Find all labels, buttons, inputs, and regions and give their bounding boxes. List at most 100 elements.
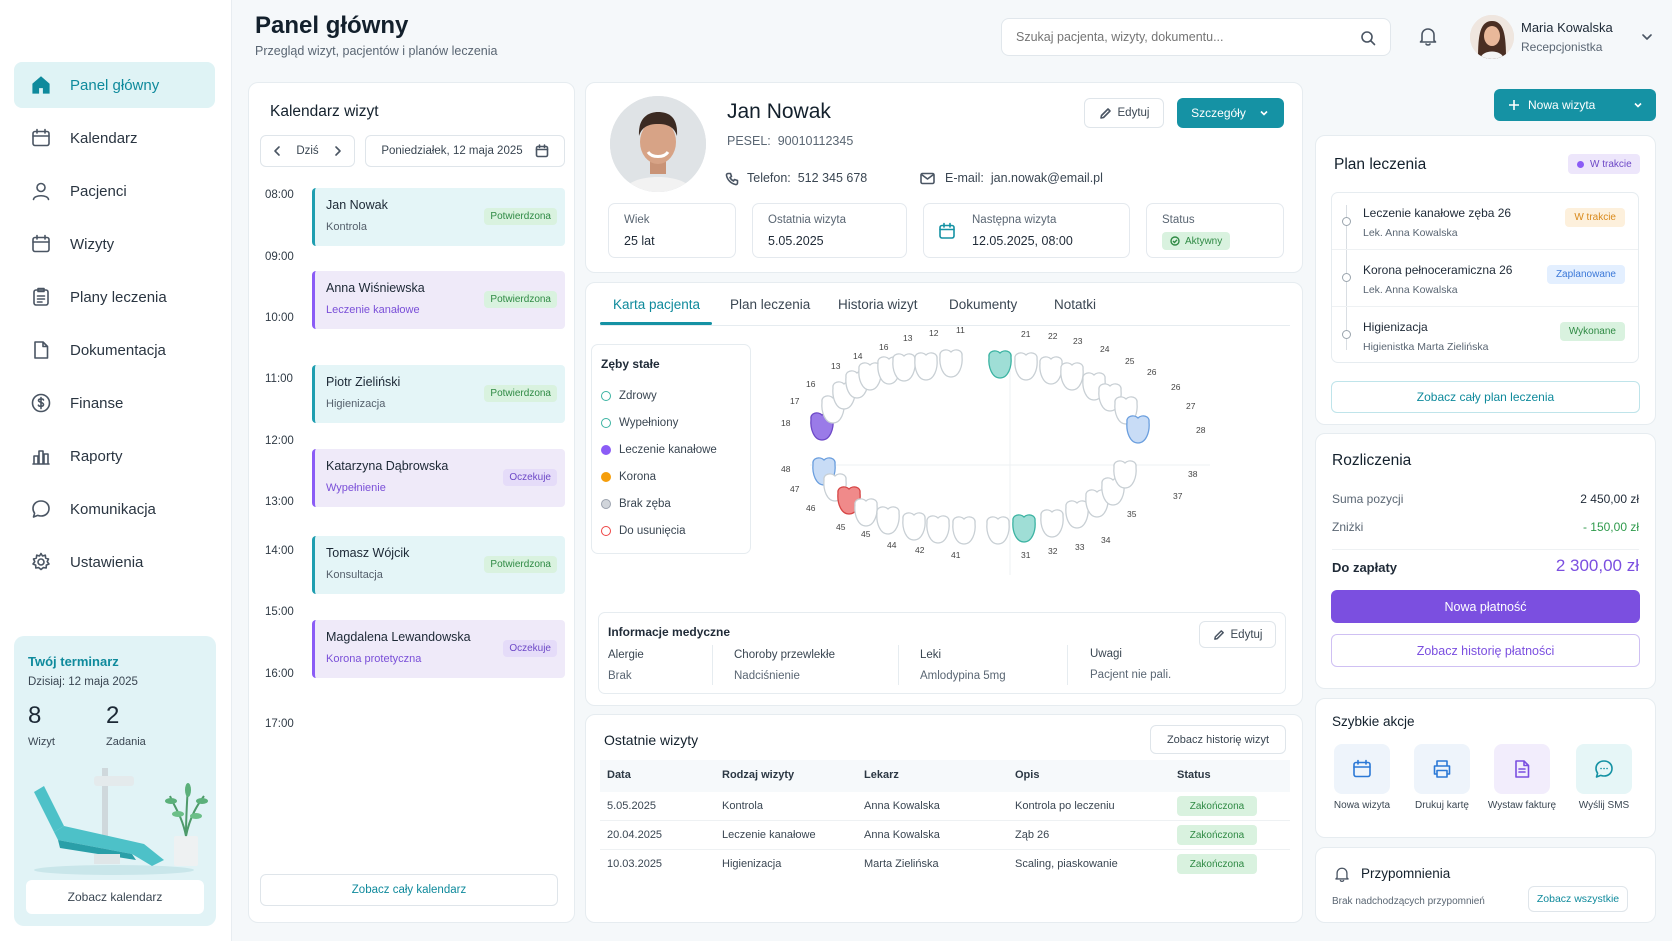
visit-history-button[interactable]: Zobacz historię wizyt [1150, 725, 1286, 754]
edit-label: Edytuj [1117, 107, 1150, 119]
tooth[interactable] [1113, 460, 1137, 489]
calendar-event[interactable]: Jan Nowak Kontrola Potwierdzona [312, 188, 565, 246]
details-button[interactable]: Szczegóły [1177, 98, 1284, 128]
plan-title: Plan leczenia [1334, 156, 1427, 173]
plan-item[interactable]: Higienizacja Higienistka Marta Zielińska… [1331, 320, 1637, 353]
sidebar-item-raporty[interactable]: Raporty [14, 433, 215, 479]
home-icon [32, 76, 50, 94]
sidebar-item-wizyty[interactable]: Wizyty [14, 221, 215, 267]
tab-historia[interactable]: Historia wizyt [838, 297, 918, 312]
tooth[interactable] [1012, 514, 1036, 543]
pesel: PESEL: 90010112345 [727, 134, 853, 148]
calendar-event[interactable]: Tomasz Wójcik Konsultacja Potwierdzona [312, 536, 565, 594]
table-cell: Leczenie kanałowe [722, 829, 816, 841]
email-value[interactable]: jan.nowak@email.pl [990, 171, 1103, 185]
tooth[interactable] [988, 350, 1012, 379]
event-patient: Katarzyna Dąbrowska [326, 459, 449, 473]
visits-label: Wizyt [28, 736, 55, 748]
chevron-down-icon[interactable] [1632, 99, 1644, 111]
sidebar-item-ustawienia[interactable]: Ustawienia [14, 539, 215, 585]
tooth[interactable] [1060, 362, 1084, 391]
tooth[interactable] [854, 498, 878, 527]
phone-value: 512 345 678 [797, 171, 868, 185]
tab-plan[interactable]: Plan leczenia [730, 297, 811, 312]
tooth[interactable] [1065, 500, 1089, 529]
date-picker[interactable]: Poniedziałek, 12 maja 2025 [365, 135, 565, 167]
tooth[interactable] [939, 349, 963, 378]
tooth-number: 35 [1127, 509, 1137, 519]
calendar-event[interactable]: Piotr Zieliński Higienizacja Potwierdzon… [312, 365, 565, 423]
avatar[interactable] [1470, 15, 1514, 59]
tooth[interactable] [876, 506, 900, 535]
tooth-number: 13 [903, 333, 913, 343]
tooth[interactable] [986, 516, 1010, 545]
tab-dokumenty[interactable]: Dokumenty [949, 297, 1018, 312]
quick-invoice-button[interactable] [1494, 744, 1550, 794]
tooth[interactable] [1126, 415, 1150, 444]
plan-status-badge: W trakcie [1568, 154, 1640, 174]
hour-label: 13:00 [265, 496, 294, 508]
sidebar-item-dokumentacja[interactable]: Dokumentacja [14, 327, 215, 373]
sidebar-item-pacjenci[interactable]: Pacjenci [14, 168, 215, 214]
tooth-number: 26 [1147, 367, 1157, 377]
tooth-number: 14 [853, 351, 863, 361]
status-badge: Potwierdzona [484, 385, 557, 402]
quick-new-visit-button[interactable] [1334, 744, 1390, 794]
calendar-icon [32, 234, 50, 253]
sidebar-item-finanse[interactable]: Finanse [14, 380, 215, 426]
medical-value: Brak [608, 670, 632, 682]
check-circle-icon [1170, 236, 1180, 246]
view-calendar-button[interactable]: Zobacz kalendarz [26, 880, 204, 914]
status-value: Aktywny [1185, 235, 1223, 247]
tooth-number: 28 [1196, 425, 1206, 435]
sum-label: Suma pozycji [1332, 492, 1404, 506]
sidebar-item-label: Dokumentacja [70, 341, 166, 359]
event-patient: Jan Nowak [326, 198, 388, 212]
hour-label: 14:00 [265, 545, 294, 557]
tooth[interactable] [914, 352, 938, 381]
patient-name: Jan Nowak [727, 100, 831, 123]
quick-sms-button[interactable] [1576, 744, 1632, 794]
tooth[interactable] [952, 516, 976, 545]
divider [898, 645, 899, 685]
today-button[interactable]: Dziś [296, 145, 319, 157]
calendar-event[interactable]: Magdalena Lewandowska Korona protetyczna… [312, 620, 565, 678]
view-all-reminders-button[interactable]: Zobacz wszystkie [1528, 886, 1628, 912]
sidebar-item-komunikacja[interactable]: Komunikacja [14, 486, 215, 532]
phone: Telefon: 512 345 678 [747, 171, 867, 185]
edit-medical-button[interactable]: Edytuj [1199, 621, 1276, 648]
legend-item: Brak zęba [601, 498, 671, 510]
sidebar-item-panel[interactable]: Panel główny [14, 62, 215, 108]
search-input[interactable] [1016, 30, 1336, 44]
sidebar-item-plany[interactable]: Plany leczenia [14, 274, 215, 320]
tooth-number: 16 [879, 342, 889, 352]
tooth[interactable] [902, 512, 926, 541]
plan-item[interactable]: Korona pełnoceramiczna 26 Lek. Anna Kowa… [1331, 263, 1637, 296]
tab-notatki[interactable]: Notatki [1054, 297, 1097, 312]
search-icon[interactable] [1360, 30, 1376, 46]
tab-karta[interactable]: Karta pacjenta [613, 297, 701, 312]
payment-history-button[interactable]: Zobacz historię płatności [1331, 634, 1640, 667]
calendar-event[interactable]: Katarzyna Dąbrowska Wypełnienie Oczekuje [312, 449, 565, 507]
event-patient: Tomasz Wójcik [326, 546, 410, 560]
plan-item[interactable]: Leczenie kanałowe zęba 26 Lek. Anna Kowa… [1331, 206, 1637, 239]
tooth[interactable] [1039, 356, 1063, 385]
tooth[interactable] [926, 515, 950, 544]
event-patient: Piotr Zieliński [326, 375, 401, 389]
quick-print-button[interactable] [1414, 744, 1470, 794]
view-full-calendar-button[interactable]: Zobacz cały kalendarz [260, 874, 558, 906]
chevron-left-icon[interactable] [271, 145, 283, 157]
tooth[interactable] [892, 353, 916, 382]
chevron-right-icon[interactable] [332, 145, 344, 157]
event-type: Higienizacja [326, 398, 386, 410]
edit-patient-button[interactable]: Edytuj [1084, 98, 1164, 128]
chevron-down-icon[interactable] [1640, 30, 1654, 44]
tooth[interactable] [1040, 509, 1064, 538]
tooth[interactable] [1014, 352, 1038, 381]
view-plan-button[interactable]: Zobacz cały plan leczenia [1331, 381, 1640, 413]
bell-icon[interactable] [1417, 25, 1439, 47]
new-payment-button[interactable]: Nowa płatność [1331, 590, 1640, 623]
new-visit-button[interactable]: Nowa wizyta [1494, 89, 1656, 121]
calendar-event[interactable]: Anna Wiśniewska Leczenie kanałowe Potwie… [312, 271, 565, 329]
sidebar-item-kalendarz[interactable]: Kalendarz [14, 115, 215, 161]
